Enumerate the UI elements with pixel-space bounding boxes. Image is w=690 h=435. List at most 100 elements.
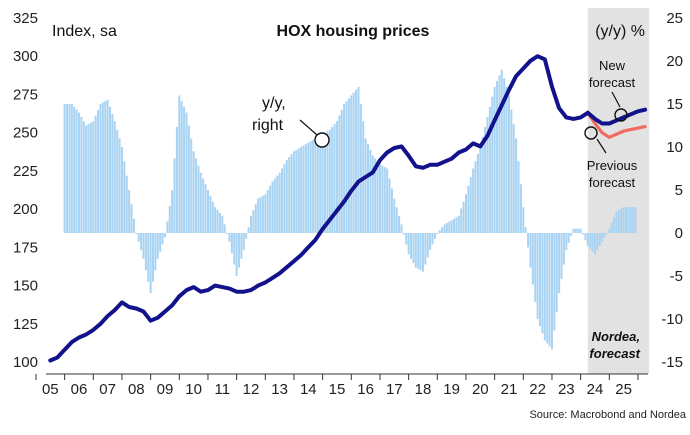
yoy-bar bbox=[426, 233, 429, 258]
yoy-bar bbox=[390, 188, 393, 233]
yoy-bar bbox=[374, 158, 377, 233]
yoy-bar bbox=[97, 109, 100, 233]
yoy-bar bbox=[116, 129, 119, 233]
yoy-bar bbox=[87, 124, 90, 233]
right-tick-label: -10 bbox=[661, 311, 683, 328]
left-tick-label: 275 bbox=[13, 86, 38, 103]
yoy-bar bbox=[221, 215, 224, 233]
left-axis-label: Index, sa bbox=[52, 23, 117, 40]
yoy-bar bbox=[476, 154, 479, 233]
yoy-bar bbox=[388, 178, 391, 233]
yoy-bar bbox=[175, 126, 178, 233]
yoy-bar bbox=[445, 222, 448, 233]
yoy-annotation-line2: right bbox=[252, 117, 284, 134]
yoy-bar bbox=[433, 233, 436, 239]
yoy-bar bbox=[529, 233, 532, 268]
yoy-bar bbox=[178, 95, 181, 234]
yoy-bar bbox=[410, 233, 413, 259]
x-tick-label: 18 bbox=[415, 381, 432, 398]
yoy-bar bbox=[469, 177, 472, 233]
right-tick-label: 15 bbox=[666, 96, 683, 113]
yoy-bar bbox=[82, 121, 85, 233]
yoy-bar bbox=[307, 142, 310, 233]
yoy-bar bbox=[462, 201, 465, 233]
yoy-bar bbox=[135, 233, 138, 234]
yoy-bar bbox=[524, 227, 527, 233]
yoy-bar bbox=[472, 168, 475, 233]
yoy-bar bbox=[512, 124, 515, 233]
x-tick-label: 10 bbox=[185, 381, 202, 398]
x-tick-label: 17 bbox=[386, 381, 403, 398]
left-tick-label: 150 bbox=[13, 278, 38, 295]
yoy-bar bbox=[347, 98, 350, 234]
yoy-bar bbox=[632, 207, 635, 233]
new-forecast-label-line2: forecast bbox=[589, 75, 636, 90]
yoy-bar bbox=[596, 233, 599, 251]
x-tick-label: 05 bbox=[42, 381, 59, 398]
yoy-bar bbox=[493, 86, 496, 233]
yoy-bar bbox=[450, 220, 453, 233]
yoy-bar bbox=[496, 81, 499, 233]
nordea-forecast-label-line2: forecast bbox=[589, 346, 640, 361]
yoy-bar bbox=[314, 138, 317, 233]
yoy-bar bbox=[484, 126, 487, 233]
yoy-bar bbox=[421, 233, 424, 272]
yoy-bar bbox=[238, 233, 241, 268]
new-forecast-line bbox=[585, 107, 648, 126]
yoy-bar bbox=[99, 104, 102, 233]
yoy-bar bbox=[173, 158, 176, 233]
yoy-bar bbox=[448, 221, 451, 233]
yoy-bar bbox=[211, 201, 214, 233]
previous-forecast-leader bbox=[596, 138, 607, 154]
yoy-bar bbox=[634, 207, 637, 233]
yoy-bar bbox=[393, 198, 396, 233]
yoy-bar bbox=[156, 233, 159, 259]
yoy-bar bbox=[266, 190, 269, 233]
yoy-bar bbox=[261, 195, 264, 233]
yoy-bar bbox=[300, 147, 303, 233]
right-axis-label: (y/y) % bbox=[595, 23, 645, 40]
yoy-bar bbox=[109, 106, 112, 233]
yoy-bar bbox=[550, 233, 553, 350]
yoy-bar bbox=[510, 109, 513, 233]
yoy-bar bbox=[522, 207, 525, 233]
yoy-bar bbox=[453, 218, 456, 233]
yoy-bar bbox=[190, 138, 193, 233]
yoy-bar bbox=[166, 221, 169, 233]
yoy-bar bbox=[531, 233, 534, 285]
yoy-bar bbox=[400, 224, 403, 233]
yoy-bar bbox=[429, 233, 432, 251]
yoy-bar bbox=[168, 205, 171, 233]
yoy-bar bbox=[515, 138, 518, 233]
yoy-bar bbox=[517, 161, 520, 233]
x-tick-label: 06 bbox=[71, 381, 88, 398]
yoy-bar bbox=[608, 228, 611, 233]
right-tick-label: -5 bbox=[670, 268, 683, 285]
yoy-bar bbox=[259, 197, 262, 233]
yoy-bar bbox=[570, 233, 573, 236]
yoy-bar bbox=[605, 233, 608, 234]
yoy-bar bbox=[536, 233, 539, 319]
yoy-bar bbox=[130, 204, 133, 233]
yoy-bar bbox=[431, 233, 434, 245]
yoy-bar bbox=[132, 218, 135, 233]
yoy-bar bbox=[627, 207, 630, 233]
right-axis-ticks: -15 -10 -5 0 5 10 15 20 25 bbox=[661, 10, 683, 371]
yoy-bar bbox=[436, 233, 439, 234]
yoy-bar bbox=[355, 89, 358, 234]
yoy-bar bbox=[235, 233, 238, 276]
yoy-bar bbox=[539, 233, 542, 327]
yoy-bar bbox=[142, 233, 145, 259]
yoy-bar bbox=[288, 157, 291, 233]
yoy-bar bbox=[331, 126, 334, 233]
yoy-annotation-leader bbox=[299, 119, 318, 136]
yoy-bar bbox=[481, 136, 484, 233]
yoy-bar bbox=[245, 233, 248, 239]
new-forecast-leader bbox=[611, 91, 621, 108]
yoy-bar bbox=[216, 210, 219, 233]
yoy-bar bbox=[414, 233, 417, 268]
yoy-bar bbox=[152, 233, 155, 282]
yoy-bar bbox=[503, 78, 506, 233]
yoy-bar bbox=[123, 161, 126, 233]
